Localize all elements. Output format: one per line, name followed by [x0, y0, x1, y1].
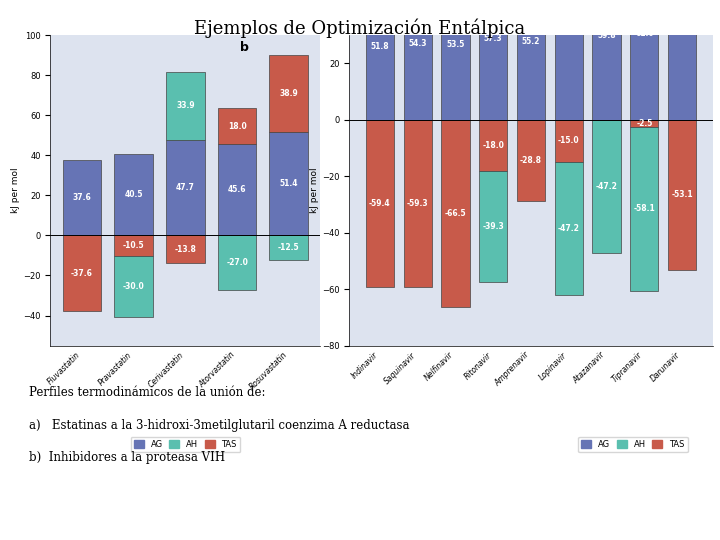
- Text: 47.7: 47.7: [176, 183, 195, 192]
- Bar: [403, 120, 432, 287]
- Text: -53.1: -53.1: [671, 190, 693, 199]
- Bar: [630, 0, 659, 120]
- Text: -10.5: -10.5: [123, 241, 145, 251]
- Text: b: b: [240, 41, 249, 55]
- Bar: [668, 120, 696, 269]
- Text: 62.7: 62.7: [672, 27, 691, 36]
- Text: -58.1: -58.1: [634, 204, 655, 213]
- Text: -37.6: -37.6: [71, 268, 93, 278]
- Bar: [114, 154, 153, 235]
- Text: -13.8: -13.8: [174, 245, 197, 254]
- Bar: [217, 144, 256, 235]
- Bar: [593, 120, 621, 253]
- Bar: [441, 120, 469, 307]
- Text: 40.5: 40.5: [125, 191, 143, 199]
- Text: 61.0: 61.0: [635, 29, 654, 38]
- Bar: [441, 0, 469, 120]
- Text: 51.4: 51.4: [279, 179, 298, 188]
- Text: 18.0: 18.0: [228, 122, 246, 131]
- Bar: [403, 0, 432, 120]
- Text: -27.0: -27.0: [226, 258, 248, 267]
- Text: 38.9: 38.9: [279, 89, 298, 98]
- Bar: [630, 120, 659, 127]
- Bar: [217, 108, 256, 144]
- Text: 33.9: 33.9: [176, 102, 194, 110]
- Text: a)   Estatinas a la 3-hidroxi-3metilglutaril coenzima A reductasa: a) Estatinas a la 3-hidroxi-3metilglutar…: [29, 418, 409, 431]
- Bar: [114, 256, 153, 316]
- Bar: [366, 0, 394, 120]
- Bar: [63, 160, 102, 235]
- Text: 53.5: 53.5: [446, 40, 464, 49]
- Bar: [114, 235, 153, 256]
- Bar: [479, 0, 508, 120]
- Text: -2.5: -2.5: [636, 119, 652, 128]
- Bar: [166, 140, 204, 235]
- Text: -59.4: -59.4: [369, 199, 391, 208]
- Bar: [366, 120, 394, 287]
- Bar: [517, 120, 545, 201]
- Text: -30.0: -30.0: [123, 282, 145, 291]
- Text: 63.1: 63.1: [559, 26, 578, 35]
- Text: 59.8: 59.8: [598, 31, 616, 40]
- Bar: [166, 72, 204, 140]
- Text: -18.0: -18.0: [482, 141, 504, 150]
- Bar: [63, 235, 102, 310]
- Text: -28.8: -28.8: [520, 156, 542, 165]
- Bar: [479, 120, 508, 171]
- Bar: [479, 171, 508, 281]
- Text: 45.6: 45.6: [228, 185, 246, 194]
- Text: 37.6: 37.6: [73, 193, 91, 202]
- Text: 57.3: 57.3: [484, 35, 503, 43]
- Text: -66.5: -66.5: [445, 209, 467, 218]
- Bar: [269, 132, 308, 235]
- Bar: [517, 0, 545, 120]
- Text: -39.3: -39.3: [482, 221, 504, 231]
- Y-axis label: kJ per mol: kJ per mol: [12, 167, 20, 213]
- Text: b)  Inhibidores a la proteasa VIH: b) Inhibidores a la proteasa VIH: [29, 451, 225, 464]
- Text: Perfiles termodinámicos de la unión de:: Perfiles termodinámicos de la unión de:: [29, 386, 265, 399]
- Text: Ejemplos de Optimización Entálpica: Ejemplos de Optimización Entálpica: [194, 19, 526, 38]
- Legend: AG, AH, TAS: AG, AH, TAS: [578, 437, 688, 453]
- Bar: [554, 120, 583, 162]
- Bar: [269, 235, 308, 260]
- Text: -47.2: -47.2: [558, 224, 580, 233]
- Legend: AG, AH, TAS: AG, AH, TAS: [130, 437, 240, 453]
- Bar: [630, 127, 659, 291]
- Bar: [554, 162, 583, 295]
- Bar: [269, 55, 308, 132]
- Bar: [554, 0, 583, 120]
- Text: 54.3: 54.3: [408, 39, 427, 48]
- Bar: [668, 0, 696, 120]
- Text: -47.2: -47.2: [595, 182, 618, 191]
- Text: 51.8: 51.8: [371, 42, 390, 51]
- Text: -15.0: -15.0: [558, 137, 580, 145]
- Bar: [166, 235, 204, 263]
- Text: -12.5: -12.5: [278, 244, 300, 252]
- Y-axis label: kJ per mol: kJ per mol: [310, 167, 319, 213]
- Bar: [217, 235, 256, 289]
- Text: -59.3: -59.3: [407, 199, 428, 208]
- Text: 55.2: 55.2: [522, 37, 540, 46]
- Bar: [593, 0, 621, 120]
